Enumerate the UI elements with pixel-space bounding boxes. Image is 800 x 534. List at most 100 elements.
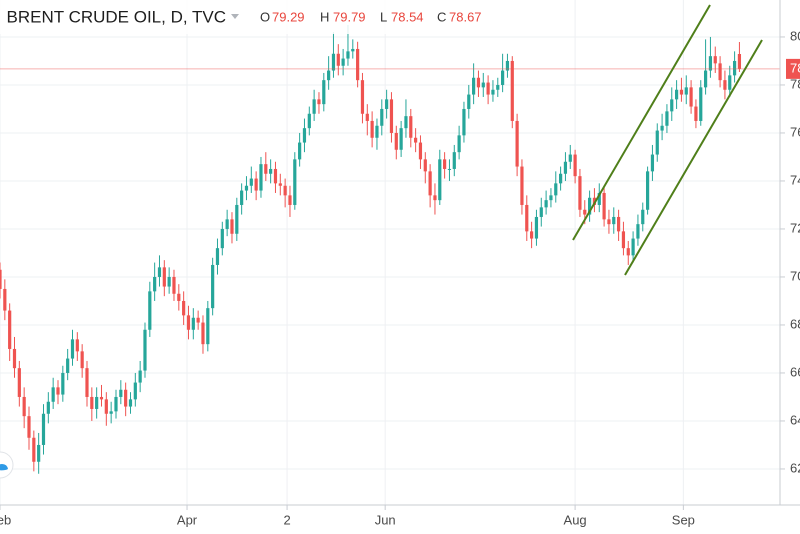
candle-body xyxy=(254,178,258,191)
candle-body xyxy=(481,82,485,88)
candle-body xyxy=(104,399,108,414)
candle-body xyxy=(27,416,31,438)
candle-body xyxy=(230,219,234,234)
candle-body xyxy=(317,99,321,105)
icon-button[interactable] xyxy=(0,451,14,479)
candle-body xyxy=(172,276,176,294)
y-tick-label: 64 xyxy=(790,412,800,427)
candle-body xyxy=(563,161,568,174)
candle-body xyxy=(684,87,688,95)
dropdown-caret[interactable] xyxy=(231,14,239,19)
x-tick-label: Aug xyxy=(564,512,587,527)
candle-body xyxy=(51,387,55,402)
candle-body xyxy=(476,77,481,88)
candle-body xyxy=(0,269,2,289)
candle-body xyxy=(462,108,466,136)
candle-body xyxy=(534,216,539,239)
candle-body xyxy=(389,99,394,133)
candle-body xyxy=(307,113,311,129)
candle-body xyxy=(636,224,640,239)
candle-body xyxy=(418,142,423,160)
candle-body xyxy=(360,80,365,114)
candle-body xyxy=(327,70,331,81)
candle-body xyxy=(530,231,534,239)
candle-body xyxy=(298,142,302,160)
candle-body xyxy=(331,53,336,71)
candle-body xyxy=(505,60,510,71)
candle-body xyxy=(583,209,587,215)
candle-body xyxy=(588,197,592,215)
candle-body xyxy=(578,176,582,210)
y-tick-label: 66 xyxy=(790,364,800,379)
candle-body xyxy=(414,137,418,143)
candle-body xyxy=(728,75,732,90)
candle-body xyxy=(496,84,500,90)
y-tick-label: 76 xyxy=(790,124,800,139)
candle-body xyxy=(351,48,355,52)
candle-body xyxy=(177,293,181,301)
candle-body xyxy=(365,113,369,121)
candle-body xyxy=(46,401,50,414)
candle-body xyxy=(457,135,461,153)
candle-body xyxy=(621,231,626,249)
candle-body xyxy=(182,300,186,316)
candle-body xyxy=(312,99,316,114)
candle-body xyxy=(617,216,621,232)
candle-body xyxy=(385,99,389,109)
last-price-tag xyxy=(786,58,800,79)
candle-body xyxy=(708,56,713,71)
ohlc-label: L xyxy=(380,9,387,24)
candle-body xyxy=(99,396,104,400)
candle-body xyxy=(568,154,572,162)
candle-body xyxy=(124,389,128,407)
last-price-label: 78.67 xyxy=(790,60,800,75)
candle-body xyxy=(674,89,679,100)
x-tick-label: Sep xyxy=(672,512,695,527)
candle-body xyxy=(501,70,505,85)
candle-body xyxy=(510,60,514,121)
y-tick-label: 68 xyxy=(790,316,800,331)
candle-body xyxy=(249,178,253,186)
ohlc-value: 78.54 xyxy=(391,9,424,24)
candle-body xyxy=(409,116,413,138)
candle-body xyxy=(32,437,36,462)
y-tick-label: 78 xyxy=(790,76,800,91)
candle-body xyxy=(713,56,717,64)
candle-body xyxy=(283,185,287,196)
candle-body xyxy=(206,308,210,345)
candle-body xyxy=(438,159,442,201)
candle-body xyxy=(75,339,79,352)
candle-body xyxy=(525,204,529,232)
candle-body xyxy=(302,128,307,143)
candle-body xyxy=(85,368,89,397)
candle-body xyxy=(607,219,611,225)
candle-body xyxy=(273,168,278,184)
candle-body xyxy=(612,216,616,225)
candle-body xyxy=(631,238,635,256)
candle-body xyxy=(650,154,655,172)
y-tick-label: 70 xyxy=(790,268,800,283)
grid xyxy=(0,0,780,505)
y-tick-label: 72 xyxy=(790,220,800,235)
candles xyxy=(0,24,780,474)
candle-body xyxy=(660,125,664,131)
candle-body xyxy=(186,315,191,330)
candle-body xyxy=(264,164,268,174)
candle-body xyxy=(114,396,118,412)
candle-body xyxy=(66,358,70,373)
candle-body xyxy=(12,348,17,369)
candle-body xyxy=(143,329,147,371)
candle-body xyxy=(423,159,427,172)
candle-body xyxy=(288,195,292,205)
candle-body xyxy=(61,372,65,395)
candle-body xyxy=(201,322,205,345)
candle-body xyxy=(602,192,606,220)
chart-title: BRENT CRUDE OIL, D, TVC xyxy=(7,7,226,26)
candle-body xyxy=(148,291,152,330)
candle-body xyxy=(138,370,142,383)
candle-body xyxy=(380,108,384,126)
candle-body xyxy=(428,171,432,196)
ohlc-label: C xyxy=(437,9,446,24)
candle-body xyxy=(240,190,244,205)
